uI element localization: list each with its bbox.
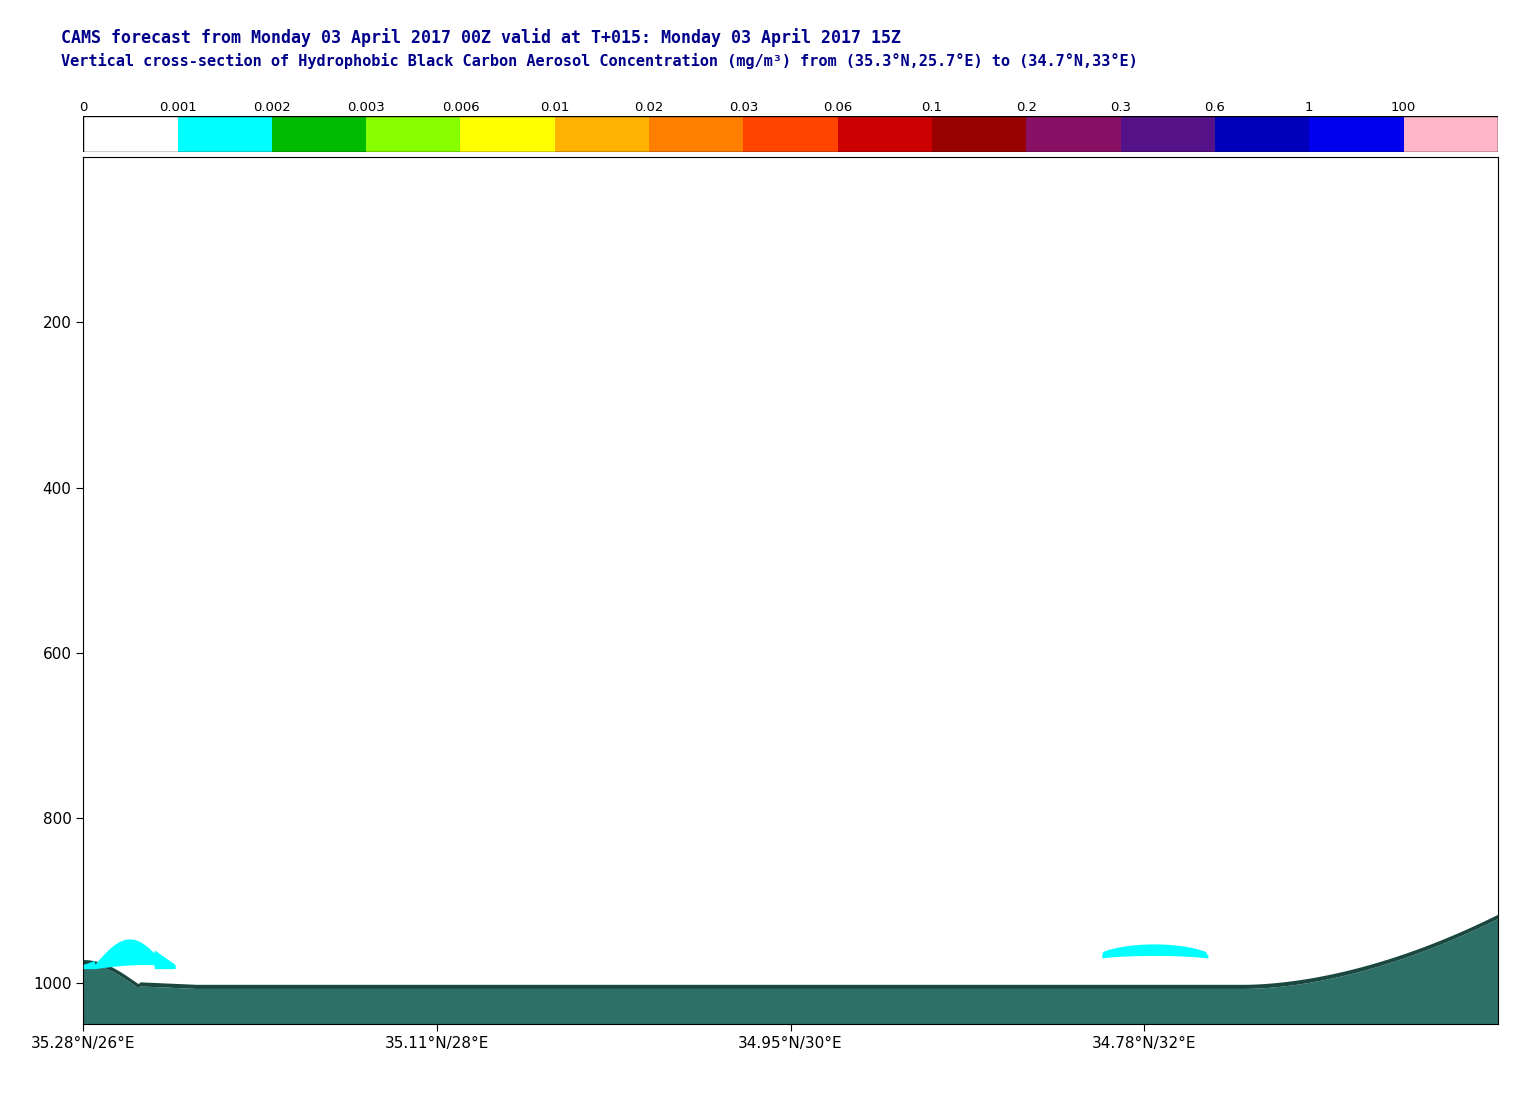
- Bar: [555, 116, 649, 152]
- Text: 0.2: 0.2: [1015, 101, 1036, 115]
- Bar: [366, 116, 460, 152]
- Bar: [1121, 116, 1215, 152]
- Text: Vertical cross-section of Hydrophobic Black Carbon Aerosol Concentration (mg/m³): Vertical cross-section of Hydrophobic Bl…: [61, 53, 1138, 69]
- Bar: [649, 116, 743, 152]
- Bar: [1404, 116, 1498, 152]
- Bar: [1215, 116, 1309, 152]
- Text: 0.006: 0.006: [442, 101, 480, 115]
- Bar: [1026, 116, 1121, 152]
- Text: 0.1: 0.1: [921, 101, 943, 115]
- Text: 0.001: 0.001: [159, 101, 197, 115]
- Text: 0.01: 0.01: [540, 101, 569, 115]
- Text: 0.02: 0.02: [634, 101, 664, 115]
- Text: 0.002: 0.002: [253, 101, 290, 115]
- Text: 0.03: 0.03: [729, 101, 758, 115]
- Bar: [177, 116, 272, 152]
- Bar: [1309, 116, 1404, 152]
- Text: CAMS forecast from Monday 03 April 2017 00Z valid at T+015: Monday 03 April 2017: CAMS forecast from Monday 03 April 2017 …: [61, 28, 900, 46]
- Text: 0.6: 0.6: [1204, 101, 1226, 115]
- Text: 0.003: 0.003: [348, 101, 384, 115]
- Text: 100: 100: [1390, 101, 1416, 115]
- Text: 1: 1: [1306, 101, 1313, 115]
- Bar: [83, 116, 177, 152]
- Text: 0.3: 0.3: [1111, 101, 1132, 115]
- Text: 0.06: 0.06: [823, 101, 852, 115]
- Bar: [932, 116, 1026, 152]
- Bar: [838, 116, 932, 152]
- Bar: [460, 116, 555, 152]
- Text: 0: 0: [79, 101, 88, 115]
- Bar: [743, 116, 838, 152]
- Bar: [272, 116, 366, 152]
